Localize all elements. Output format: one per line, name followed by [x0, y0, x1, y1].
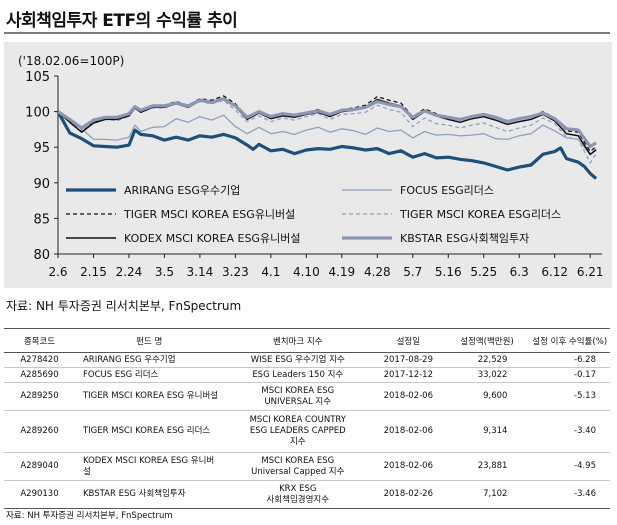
- cell-fund: KODEX MSCI KOREA ESG 유니버설: [74, 452, 224, 481]
- cell-code: A289260: [4, 410, 75, 453]
- cell-amount: 22,529: [444, 352, 530, 368]
- x-tick-label: 4.28: [364, 265, 391, 279]
- cell-ret: -0.17: [529, 367, 610, 383]
- y-tick-label: 80: [33, 248, 50, 263]
- cell-bench: MSCI KOREA ESG UNIVERSAL 지수: [223, 382, 373, 411]
- cell-bench: WISE ESG 우수기업 지수: [223, 352, 373, 368]
- x-tick-label: 5.25: [470, 265, 497, 279]
- series-line-1: [57, 111, 597, 156]
- x-tick-label: 2.24: [116, 265, 143, 279]
- cell-ret: -5.13: [529, 382, 610, 411]
- page-title: 사회책임투자 ETF의 수익률 추이: [6, 11, 238, 31]
- x-tick-label: 6.3: [510, 265, 529, 279]
- table-header-0: 종목코드: [4, 328, 75, 353]
- cell-date: 2018-02-06: [372, 410, 445, 453]
- x-tick-label: 3.23: [222, 265, 249, 279]
- cell-date: 2018-02-26: [372, 480, 445, 509]
- series-line-4: [57, 98, 597, 156]
- cell-bench: MSCI KOREA ESG Universal Capped 지수: [223, 452, 373, 481]
- x-tick-label: 6.21: [577, 265, 604, 279]
- cell-date: 2018-02-06: [372, 452, 445, 481]
- cell-amount: 7,102: [444, 480, 530, 509]
- cell-ret: -3.40: [529, 410, 610, 453]
- cell-fund: TIGER MSCI KOREA ESG 유니버설: [74, 382, 224, 411]
- legend-label-2: TIGER MSCI KOREA ESG유니버설: [123, 208, 295, 221]
- cell-date: 2018-02-06: [372, 382, 445, 411]
- table-header-row: 종목코드 펀드 명 벤치마크 지수 설정일 설정액(백만원) 설정 이후 수익률(%): [4, 328, 610, 353]
- table-row: A290130 KBSTAR ESG 사회책임투자 KRX ESG 사회책임경영지수 2…: [4, 480, 610, 509]
- table-row: A278420 ARIRANG ESG 우수기업 WISE ESG 우수기업 지수 2…: [4, 352, 610, 368]
- cell-fund: TIGER MSCI KOREA ESG 리더스: [74, 410, 224, 453]
- x-tick-label: 4.19: [328, 265, 355, 279]
- table-row: A289260 TIGER MSCI KOREA ESG 리더스 MSCI KORE…: [4, 410, 610, 453]
- x-tick-label: 5.16: [435, 265, 462, 279]
- x-tick-label: 4.10: [293, 265, 320, 279]
- cell-amount: 33,022: [444, 367, 530, 383]
- cell-amount: 9,314: [444, 410, 530, 453]
- title-rule: [4, 32, 610, 34]
- cell-date: 2017-08-29: [372, 352, 445, 368]
- table-header-5: 설정 이후 수익률(%): [529, 328, 610, 353]
- cell-bench: MSCI KOREA COUNTRY ESG LEADERS CAPPED 지수: [223, 410, 373, 453]
- table-header-1: 펀드 명: [74, 328, 224, 353]
- cell-bench: ESG Leaders 150 지수: [223, 367, 373, 383]
- cell-code: A290130: [4, 480, 75, 509]
- x-tick-label: 2.6: [48, 265, 67, 279]
- x-tick-label: 2.15: [80, 265, 107, 279]
- chart-panel: [4, 42, 612, 288]
- table-header-3: 설정일: [372, 328, 445, 353]
- cell-ret: -6.28: [529, 352, 610, 368]
- table-row: A289250 TIGER MSCI KOREA ESG 유니버설 MSCI KOR…: [4, 382, 610, 411]
- table-body: A278420 ARIRANG ESG 우수기업 WISE ESG 우수기업 지수 2…: [4, 352, 610, 509]
- legend-label-5: KBSTAR ESG사회책임투자: [400, 232, 529, 245]
- cell-code: A278420: [4, 352, 75, 368]
- cell-fund: ARIRANG ESG 우수기업: [74, 352, 224, 368]
- series-line-0: [56, 110, 598, 180]
- cell-code: A289040: [4, 452, 75, 481]
- cell-date: 2017-12-12: [372, 367, 445, 383]
- x-tick-label: 5.7: [403, 265, 422, 279]
- cell-ret: -3.46: [529, 480, 610, 509]
- etf-table: 종목코드 펀드 명 벤치마크 지수 설정일 설정액(백만원) 설정 이후 수익률(%) A…: [4, 328, 610, 509]
- table-row: A289040 KODEX MSCI KOREA ESG 유니버설 MSCI KOR…: [4, 452, 610, 481]
- cell-fund: FOCUS ESG 리더스: [74, 367, 224, 383]
- legend-label-3: TIGER MSCI KOREA ESG리더스: [399, 208, 561, 221]
- x-tick-label: 6.12: [541, 265, 568, 279]
- y-tick-label: 85: [33, 212, 50, 227]
- cell-code: A289250: [4, 382, 75, 411]
- chart-source: 자료: NH 투자증권 리서치본부, FnSpectrum: [6, 299, 242, 313]
- cell-bench: KRX ESG 사회책임경영지수: [223, 480, 373, 509]
- cell-amount: 9,600: [444, 382, 530, 411]
- cell-ret: -4.95: [529, 452, 610, 481]
- legend-label-4: KODEX MSCI KOREA ESG유니버설: [124, 232, 300, 245]
- chart-note: ('18.02.06=100P): [18, 54, 124, 68]
- y-tick-label: 105: [25, 70, 50, 85]
- y-tick-label: 100: [25, 106, 50, 121]
- y-tick-label: 95: [33, 141, 50, 156]
- x-tick-label: 3.5: [155, 265, 174, 279]
- cell-amount: 23,881: [444, 452, 530, 481]
- cell-fund: KBSTAR ESG 사회책임투자: [74, 480, 224, 509]
- series-line-2: [57, 95, 597, 153]
- table-row: A285690 FOCUS ESG 리더스 ESG Leaders 150 지수 20…: [4, 367, 610, 383]
- series-line-5: [57, 97, 597, 149]
- legend-label-1: FOCUS ESG리더스: [400, 184, 494, 197]
- y-tick-label: 90: [33, 177, 50, 192]
- table-header-2: 벤치마크 지수: [223, 328, 373, 353]
- line-chart: ('18.02.06=100P) 80 85 90 95 100 105 2.6 2.15 2.2…: [18, 54, 604, 279]
- legend-label-0: ARIRANG ESG우수기업: [124, 184, 240, 197]
- table-header-4: 설정액(백만원): [444, 328, 530, 353]
- x-tick-label: 4.1: [261, 265, 280, 279]
- x-tick-label: 3.14: [187, 265, 214, 279]
- table-source: 자료: NH 투자증권 리서치본부, FnSpectrum: [6, 511, 173, 521]
- cell-code: A285690: [4, 367, 75, 383]
